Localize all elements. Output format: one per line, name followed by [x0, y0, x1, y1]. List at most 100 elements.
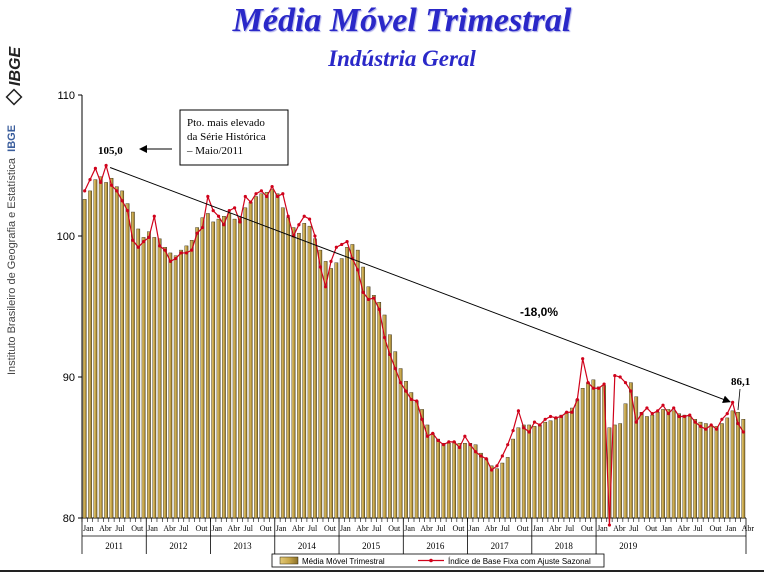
bar	[425, 424, 430, 519]
line-point	[216, 214, 221, 218]
bar	[580, 388, 585, 519]
month-label: Jan	[597, 524, 608, 533]
line-point	[698, 424, 703, 428]
bar	[596, 386, 601, 519]
bar	[687, 416, 692, 519]
bar	[463, 443, 467, 519]
line-point	[554, 416, 558, 420]
line-point	[575, 397, 579, 402]
line-point	[565, 410, 569, 414]
line-point	[629, 389, 633, 393]
bar	[671, 410, 676, 519]
bar	[629, 382, 633, 519]
line-point	[618, 375, 622, 379]
line-point	[200, 225, 205, 230]
bar	[195, 227, 199, 519]
line-point	[227, 209, 231, 213]
line-point	[522, 426, 526, 430]
bar	[473, 444, 478, 519]
line-point	[222, 223, 226, 227]
line-point	[88, 178, 92, 182]
line-series	[83, 163, 745, 527]
year-label: 2012	[169, 541, 187, 551]
month-label: Jan	[212, 524, 223, 533]
trend-arrow	[109, 167, 731, 404]
legend: Média Móvel Trimestral Índice de Base Fix…	[271, 553, 605, 568]
line-point	[409, 397, 413, 402]
line-point	[104, 163, 108, 168]
bar	[511, 438, 515, 519]
month-label: Jul	[565, 524, 575, 533]
line-point	[158, 244, 162, 248]
line-point	[639, 412, 644, 416]
line-point	[741, 430, 745, 434]
y-tick-label: 90	[63, 372, 75, 384]
line-point	[404, 389, 408, 393]
month-label: Abr	[549, 524, 562, 533]
year-label: 2019	[619, 541, 638, 551]
month-label: Out	[452, 524, 465, 533]
line-point	[500, 454, 504, 458]
bar	[741, 419, 746, 519]
month-label: Abr	[228, 524, 241, 533]
bar	[736, 412, 740, 519]
line-point	[725, 412, 729, 416]
legend-line-label: Índice de Base Fixa com Ajuste Sazonal	[448, 557, 591, 566]
line-point	[163, 248, 167, 252]
month-label: Out	[581, 524, 594, 533]
bar	[698, 421, 703, 519]
year-label: 2018	[555, 541, 574, 551]
bar	[163, 247, 167, 519]
bar	[323, 261, 328, 519]
bar	[264, 192, 269, 519]
line-point	[115, 189, 119, 193]
line-point	[324, 285, 328, 289]
bar	[168, 252, 173, 519]
line-point	[441, 443, 446, 447]
legend-line-marker	[429, 558, 433, 563]
month-label: Out	[260, 524, 273, 533]
month-label: Abr	[420, 524, 433, 533]
month-label: Abr	[485, 524, 498, 533]
bar	[82, 199, 87, 519]
bar	[232, 218, 237, 519]
bar	[655, 412, 660, 519]
bar	[623, 403, 628, 519]
bar	[227, 213, 232, 519]
bar	[645, 416, 649, 519]
callout-box	[179, 109, 289, 166]
callout-text: da Série Histórica	[187, 131, 266, 143]
bar	[211, 221, 216, 519]
y-tick-label: 110	[57, 90, 75, 102]
bar	[532, 426, 537, 519]
bar	[302, 223, 307, 519]
line-point	[736, 421, 740, 426]
line-point	[340, 242, 344, 247]
bar	[436, 438, 440, 519]
bar	[548, 420, 553, 519]
line-point	[382, 335, 387, 340]
line-point	[527, 430, 531, 434]
month-label: Jul	[436, 524, 446, 533]
line-point	[425, 434, 429, 438]
year-label: 2013	[234, 541, 253, 551]
bar	[414, 400, 419, 519]
bar	[537, 424, 542, 519]
year-label: 2011	[105, 541, 123, 551]
bar	[254, 196, 258, 519]
year-label: 2016	[426, 541, 445, 551]
line-point	[559, 414, 563, 419]
legend-bar-label: Média Móvel Trimestral	[302, 557, 385, 566]
month-label: Jan	[276, 524, 287, 533]
bar	[639, 412, 644, 519]
bar	[559, 414, 564, 519]
line-point	[366, 297, 371, 302]
footer-rule	[0, 570, 764, 572]
line-point	[195, 231, 199, 235]
line-point	[415, 399, 419, 403]
line-point	[93, 166, 97, 170]
line-point	[650, 412, 654, 416]
bar	[516, 427, 521, 519]
line-point	[372, 296, 376, 300]
line-point	[538, 423, 542, 427]
